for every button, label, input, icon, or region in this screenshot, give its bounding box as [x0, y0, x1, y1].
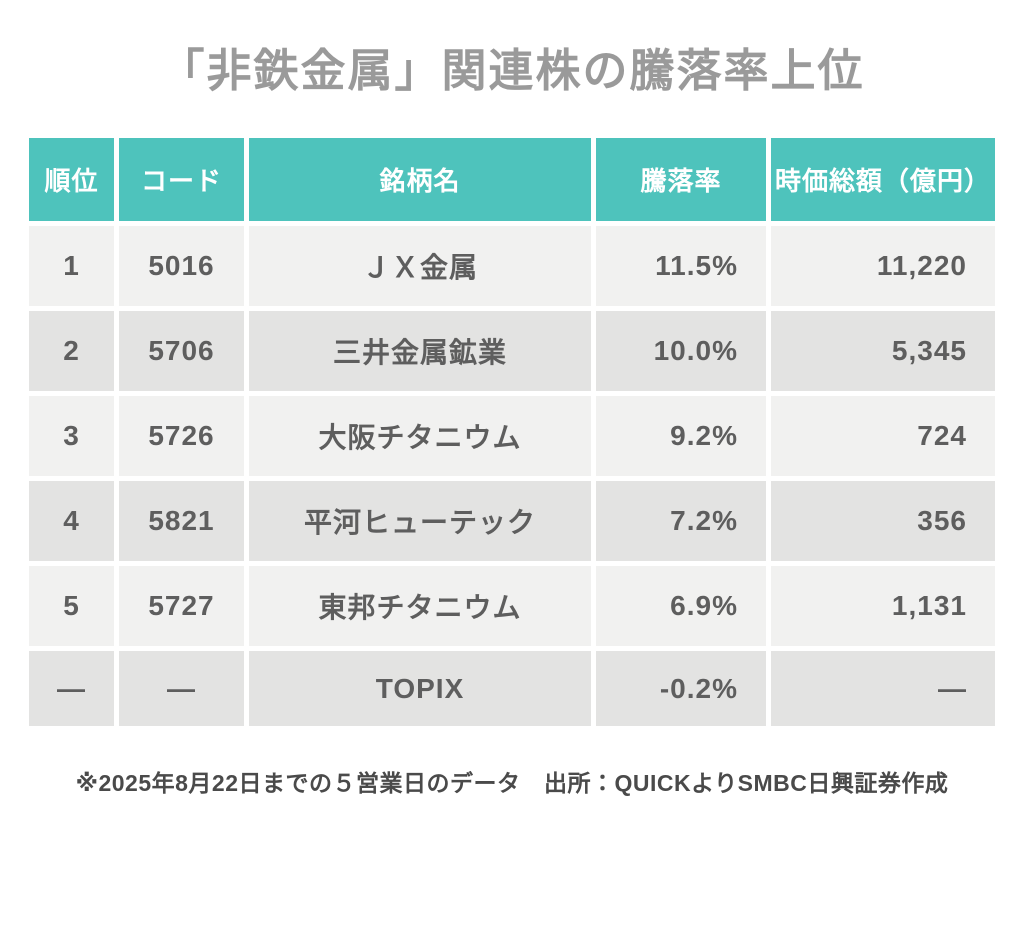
cell-name: ＪＸ金属 [249, 226, 591, 306]
cell-rank: 3 [29, 396, 114, 476]
cell-rank: — [29, 651, 114, 726]
cell-rank: 5 [29, 566, 114, 646]
column-header-code: コード [119, 138, 244, 221]
cell-rank: 2 [29, 311, 114, 391]
cell-code: 5016 [119, 226, 244, 306]
cell-code: — [119, 651, 244, 726]
cell-change: 9.2% [596, 396, 766, 476]
cell-name: 東邦チタニウム [249, 566, 591, 646]
stock-ranking-table: 順位 コード 銘柄名 騰落率 時価総額（億円） 1 5016 ＪＸ金属 11.5… [29, 138, 995, 726]
cell-code: 5706 [119, 311, 244, 391]
cell-market-cap: 356 [771, 481, 995, 561]
cell-name: 三井金属鉱業 [249, 311, 591, 391]
page-title: 「非鉄金属」関連株の騰落率上位 [159, 45, 865, 96]
column-header-rank: 順位 [29, 138, 114, 221]
source-note: ※2025年8月22日までの５営業日のデータ 出所：QUICKよりSMBC日興証… [75, 770, 949, 796]
cell-rank: 4 [29, 481, 114, 561]
cell-market-cap: — [771, 651, 995, 726]
cell-name: TOPIX [249, 651, 591, 726]
cell-market-cap: 11,220 [771, 226, 995, 306]
cell-change: 7.2% [596, 481, 766, 561]
cell-market-cap: 1,131 [771, 566, 995, 646]
infographic-canvas: 「非鉄金属」関連株の騰落率上位 順位 コード 銘柄名 騰落率 時価総額（億円） … [0, 44, 1024, 952]
column-header-name: 銘柄名 [249, 138, 591, 221]
cell-code: 5726 [119, 396, 244, 476]
cell-change: 11.5% [596, 226, 766, 306]
page: { "page": { "title": "「非鉄金属」関連株の騰落率上位", … [0, 44, 1024, 952]
cell-market-cap: 5,345 [771, 311, 995, 391]
cell-change: 10.0% [596, 311, 766, 391]
cell-code: 5727 [119, 566, 244, 646]
column-header-change: 騰落率 [596, 138, 766, 221]
column-header-market-cap: 時価総額（億円） [771, 138, 995, 221]
cell-change: 6.9% [596, 566, 766, 646]
cell-market-cap: 724 [771, 396, 995, 476]
cell-code: 5821 [119, 481, 244, 561]
cell-rank: 1 [29, 226, 114, 306]
cell-name: 大阪チタニウム [249, 396, 591, 476]
cell-change: -0.2% [596, 651, 766, 726]
cell-name: 平河ヒューテック [249, 481, 591, 561]
